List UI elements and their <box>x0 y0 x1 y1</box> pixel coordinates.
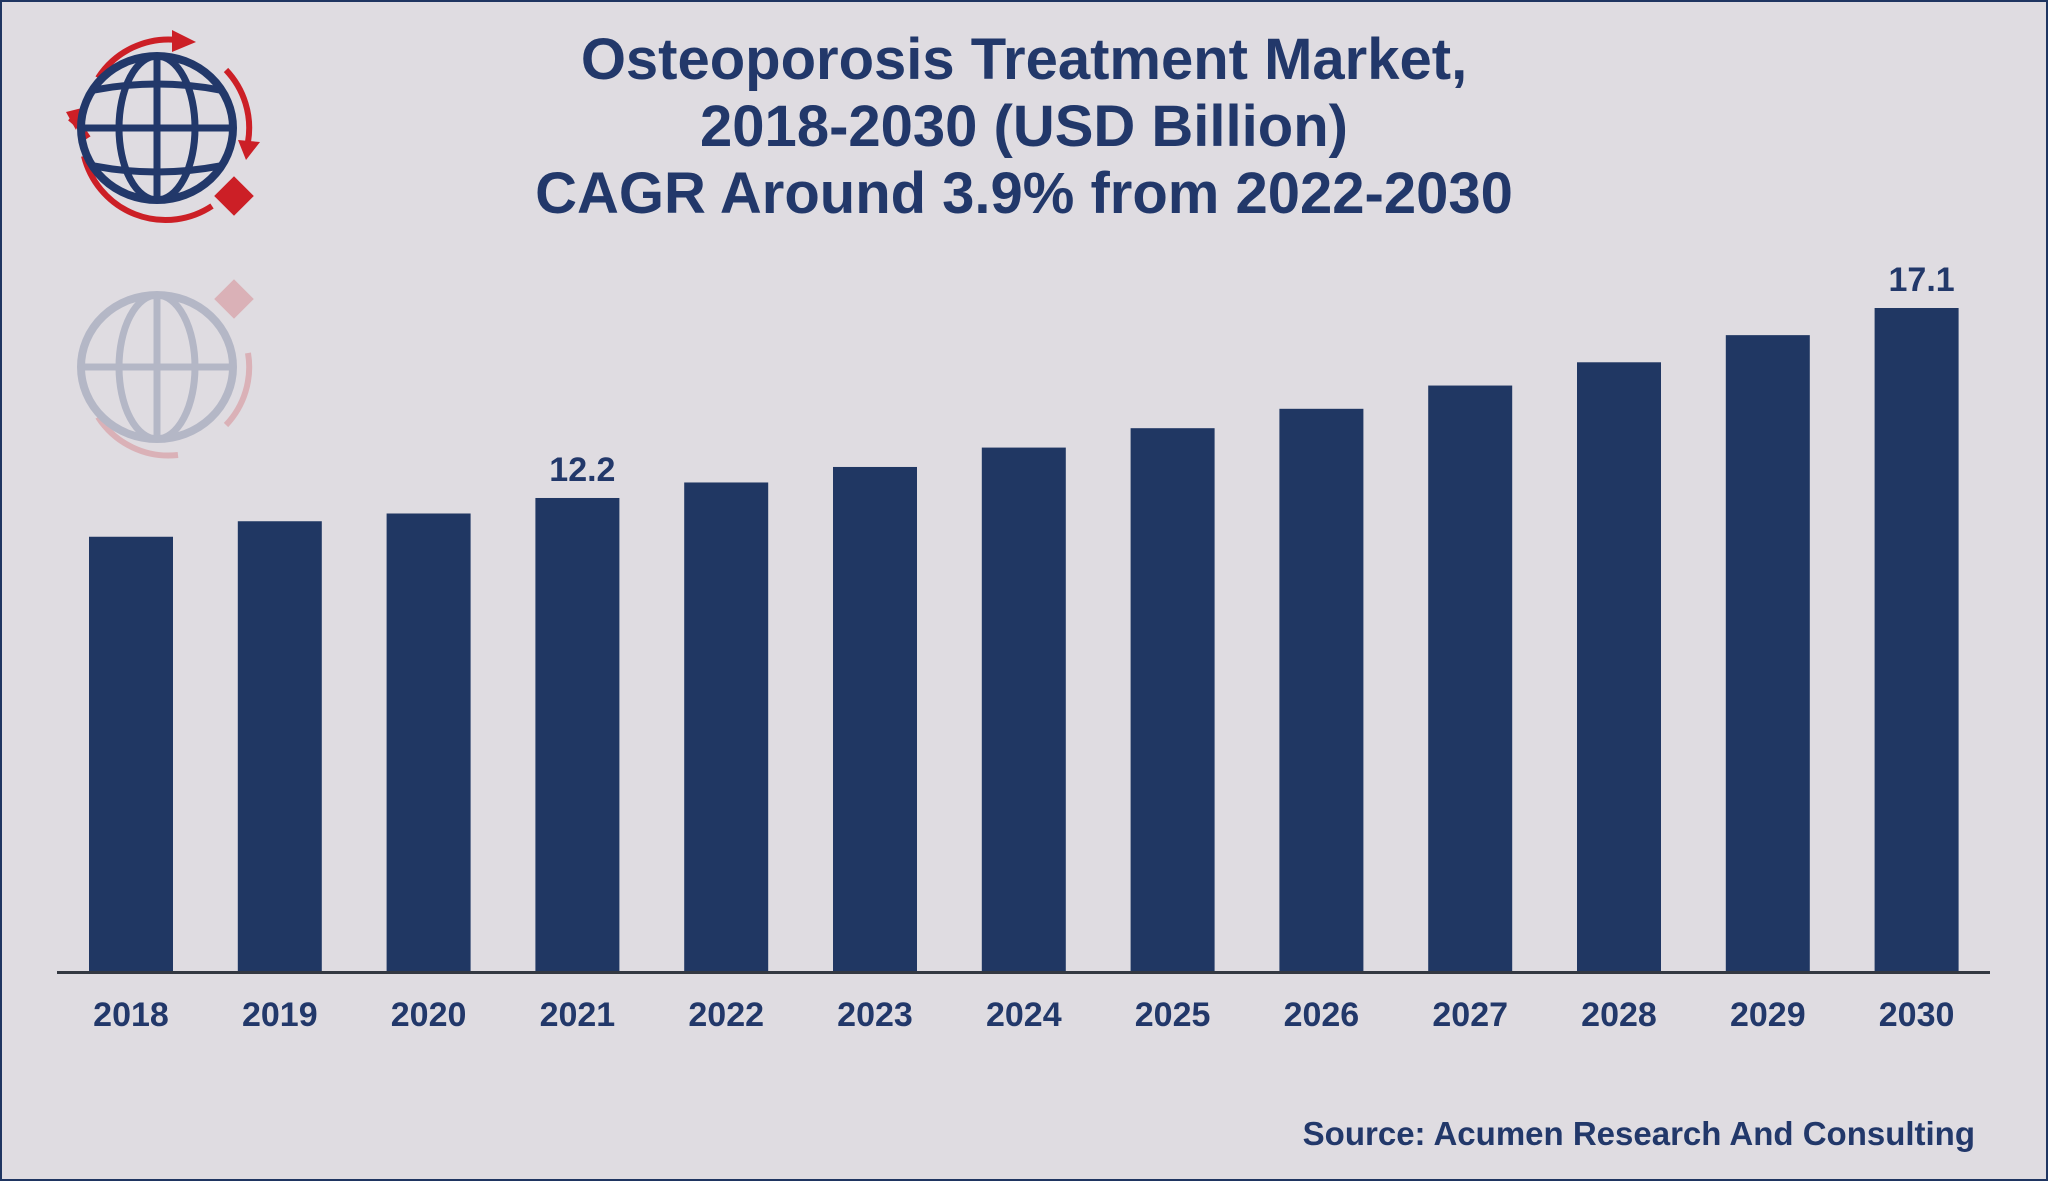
bar-2024 <box>981 447 1066 971</box>
bar-2028 <box>1577 362 1661 971</box>
x-tick-label-2019: 2019 <box>242 996 318 1034</box>
bar-2030 <box>1874 308 1959 971</box>
chart-title-line-1: Osteoporosis Treatment Market, <box>580 27 1468 92</box>
chart-title-line-2: 2018-2030 (USD Billion) <box>700 94 1348 159</box>
x-tick-label-2020: 2020 <box>391 996 467 1034</box>
x-tick-label-2029: 2029 <box>1730 996 1806 1034</box>
bar-2026 <box>1279 408 1364 971</box>
x-tick-label-2018: 2018 <box>93 996 169 1034</box>
x-tick-label-2026: 2026 <box>1284 996 1360 1034</box>
globe-logo-icon <box>66 30 260 223</box>
globe-logo-reflection <box>77 279 254 459</box>
bar-2025 <box>1130 428 1215 971</box>
x-tick-label-2022: 2022 <box>688 996 764 1034</box>
data-label-2021: 12.2 <box>549 451 615 489</box>
bar-2029 <box>1725 335 1810 971</box>
x-tick-label-2027: 2027 <box>1432 996 1508 1034</box>
bar-2023 <box>833 466 917 971</box>
bar-2018 <box>89 536 173 971</box>
x-tick-label-2021: 2021 <box>540 996 616 1034</box>
bar-2021 <box>535 497 620 971</box>
source-note: Source: Acumen Research And Consulting <box>1302 1115 1975 1152</box>
x-tick-label-2025: 2025 <box>1135 996 1211 1034</box>
bar-2022 <box>684 482 769 971</box>
bar-2019 <box>237 521 322 971</box>
bar-2020 <box>386 513 471 971</box>
chart-title: Osteoporosis Treatment Market, 2018-2030… <box>0 26 2048 227</box>
bar-2027 <box>1428 385 1513 972</box>
x-tick-label-2024: 2024 <box>986 996 1062 1034</box>
x-tick-label-2023: 2023 <box>837 996 913 1034</box>
x-tick-label-2030: 2030 <box>1879 996 1955 1034</box>
x-tick-label-2028: 2028 <box>1581 996 1657 1034</box>
chart-title-line-3: CAGR Around 3.9% from 2022-2030 <box>535 161 1513 226</box>
data-label-2030: 17.1 <box>1889 261 1955 299</box>
